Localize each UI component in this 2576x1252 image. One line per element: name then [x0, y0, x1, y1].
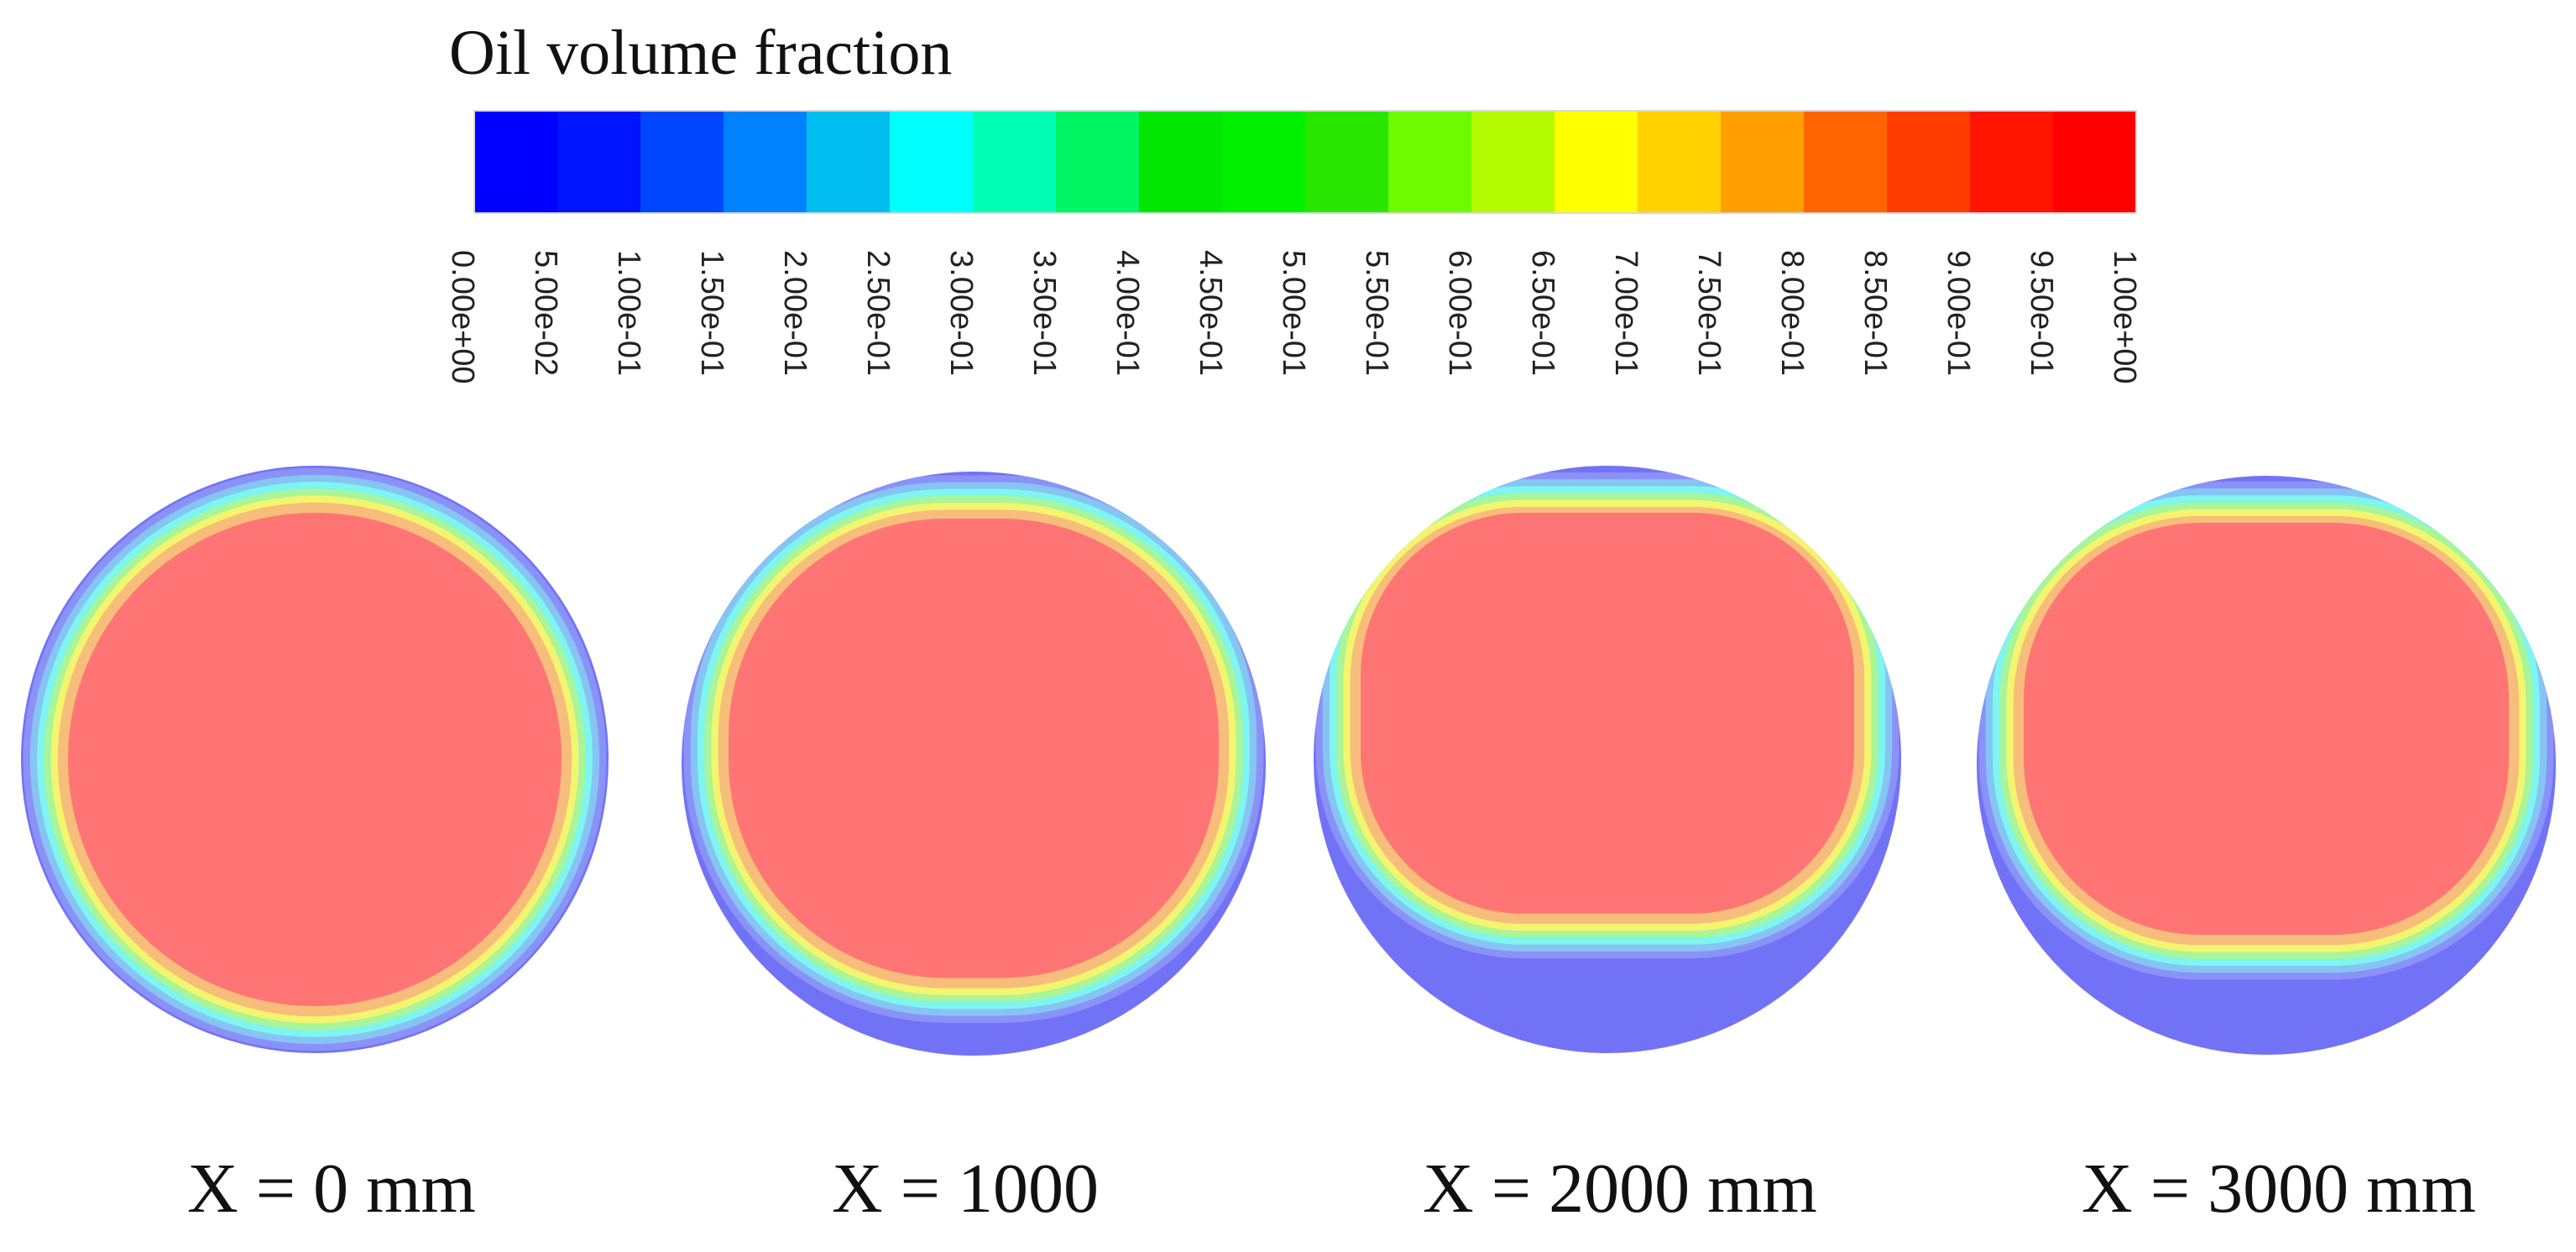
oil-core [68, 513, 562, 1006]
tick-label-14: 7.00e-01 [1608, 250, 1643, 376]
color-swatch-8 [1139, 111, 1223, 213]
cross-section-1 [682, 472, 1266, 1056]
color-swatch-15 [1721, 111, 1805, 213]
tick-label-20: 1.00e+00 [2107, 250, 2142, 384]
color-swatch-1 [557, 111, 641, 213]
color-swatch-5 [890, 111, 974, 213]
tick-label-10: 5.00e-01 [1276, 250, 1311, 376]
color-scale-tick-labels: 0.00e+00 5.00e-02 1.00e-01 1.50e-01 2.00e-01… [445, 250, 2142, 384]
color-swatch-4 [807, 111, 891, 213]
tick-label-5: 2.50e-01 [860, 250, 896, 376]
color-swatch-10 [1305, 111, 1389, 213]
color-swatch-6 [973, 111, 1057, 213]
tick-label-0: 0.00e+00 [445, 250, 480, 384]
legend-title: Oil volume fraction [449, 18, 953, 88]
section-caption-1: X = 1000 [831, 1150, 1100, 1228]
color-swatch-2 [640, 111, 724, 213]
oil-core [1361, 513, 1854, 914]
color-swatch-19 [2053, 111, 2137, 213]
oil-core [729, 519, 1219, 978]
color-swatch-13 [1554, 111, 1638, 213]
tick-label-1: 5.00e-02 [528, 250, 563, 376]
tick-label-3: 1.50e-01 [694, 250, 729, 376]
oil-core [2024, 523, 2509, 936]
cross-section-0 [21, 466, 609, 1053]
tick-label-12: 6.00e-01 [1442, 250, 1477, 376]
tick-label-11: 5.50e-01 [1359, 250, 1394, 376]
tick-label-6: 3.00e-01 [943, 250, 979, 376]
tick-label-4: 2.00e-01 [777, 250, 813, 376]
tick-label-8: 4.00e-01 [1110, 250, 1145, 376]
tick-label-19: 9.50e-01 [2024, 250, 2059, 376]
section-caption-0: X = 0 mm [187, 1150, 476, 1228]
color-swatch-18 [1970, 111, 2054, 213]
color-scale-swatches [473, 110, 2137, 214]
pipe-cross-sections [21, 466, 2556, 1056]
color-scale-frame [473, 110, 2137, 214]
tick-label-7: 3.50e-01 [1027, 250, 1062, 376]
tick-label-17: 8.50e-01 [1858, 250, 1893, 376]
tick-label-2: 1.00e-01 [611, 250, 646, 376]
section-caption-2: X = 2000 mm [1423, 1150, 1817, 1228]
color-swatch-7 [1056, 111, 1140, 213]
cross-section-2 [1314, 466, 1901, 1053]
color-swatch-11 [1388, 111, 1472, 213]
cross-section-3 [1977, 476, 2556, 1055]
tick-label-15: 7.50e-01 [1691, 250, 1727, 376]
tick-label-13: 6.50e-01 [1525, 250, 1560, 376]
color-swatch-3 [724, 111, 807, 213]
color-swatch-0 [474, 111, 558, 213]
color-swatch-9 [1222, 111, 1306, 213]
section-caption-3: X = 3000 mm [2082, 1150, 2476, 1228]
color-scale: 0.00e+00 5.00e-02 1.00e-01 1.50e-01 2.00e-01… [445, 110, 2142, 384]
color-swatch-16 [1804, 111, 1888, 213]
color-swatch-12 [1471, 111, 1555, 213]
color-swatch-14 [1638, 111, 1722, 213]
color-swatch-17 [1887, 111, 1971, 213]
tick-label-18: 9.00e-01 [1941, 250, 1976, 376]
tick-label-9: 4.50e-01 [1193, 250, 1228, 376]
tick-label-16: 8.00e-01 [1774, 250, 1810, 376]
